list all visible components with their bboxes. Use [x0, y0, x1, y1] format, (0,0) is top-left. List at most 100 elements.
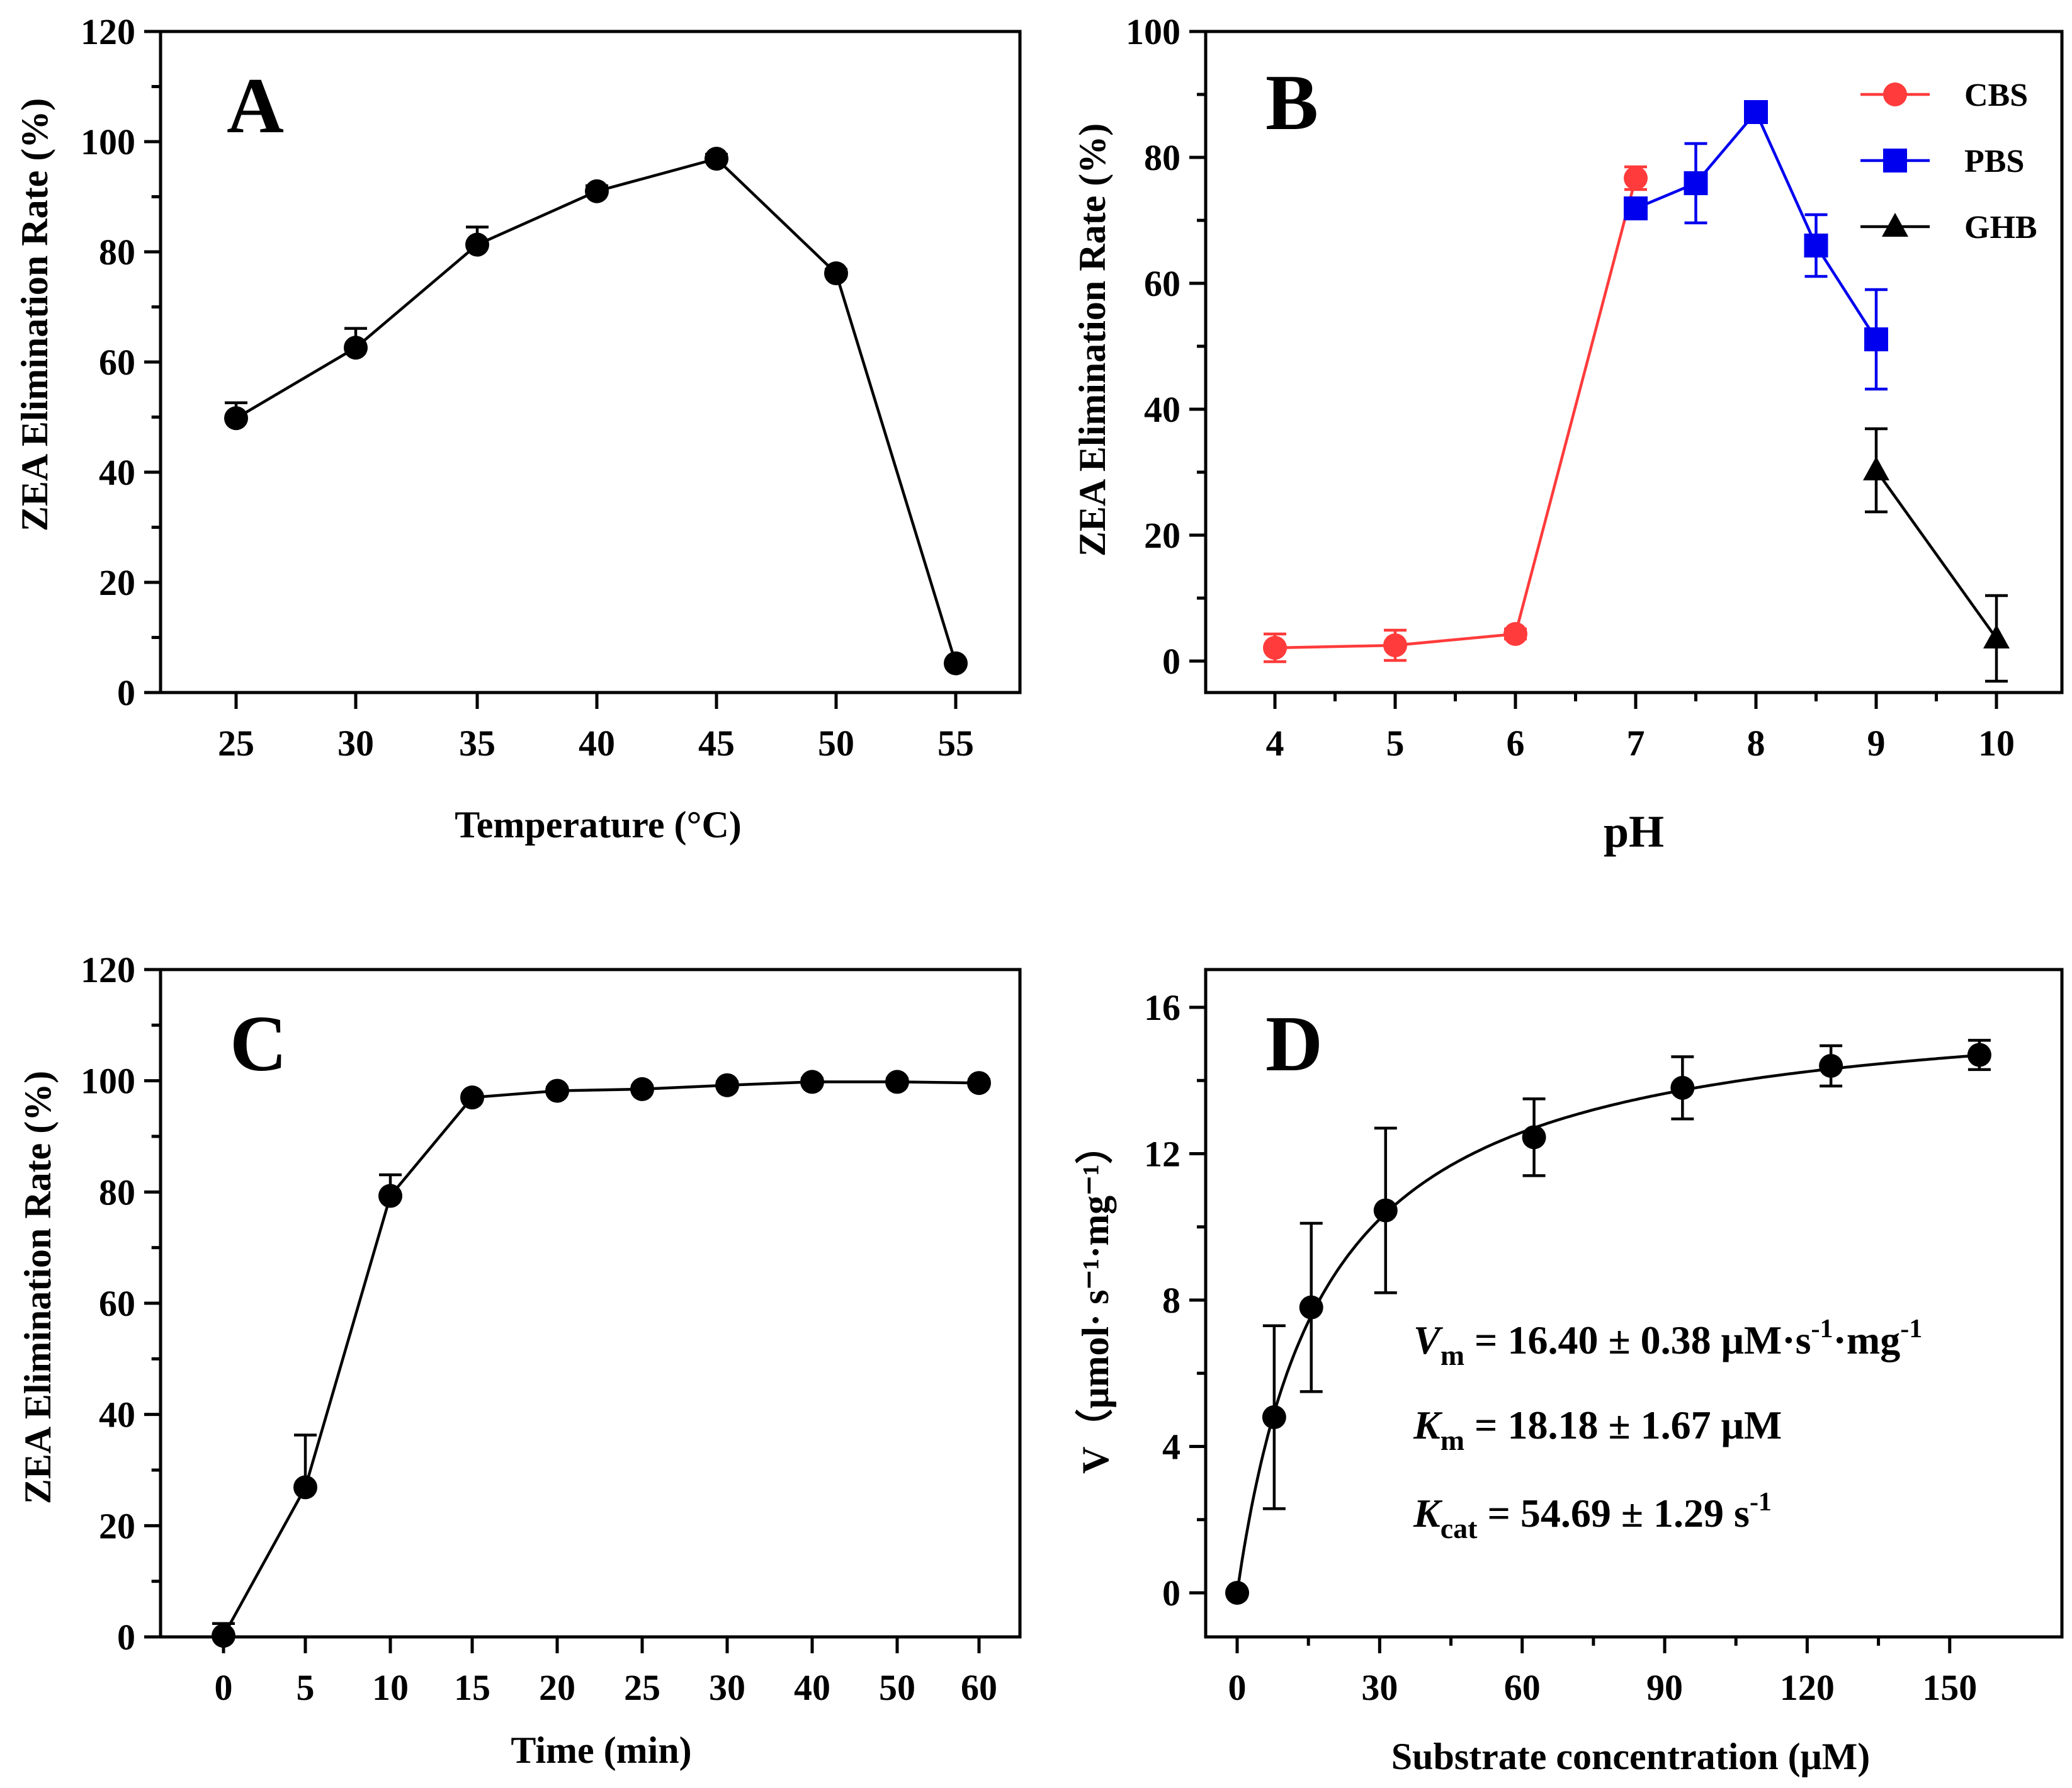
panel-c-data-point — [212, 1624, 235, 1648]
panel-a-xtick-label: 25 — [218, 723, 254, 764]
panel-b-series-line-cbs — [1274, 178, 1638, 650]
panel-d-data-point — [1670, 1075, 1695, 1100]
panel-c-xtick-label: 40 — [794, 1667, 830, 1708]
panel-a-ytick-label: 0 — [117, 672, 135, 713]
panel-b-ytick-label: 20 — [1144, 515, 1180, 556]
panel-c-xtick-label: 20 — [539, 1667, 575, 1708]
panel-c-xtick-label: 60 — [961, 1667, 997, 1708]
panel-c-plot-frame — [159, 968, 1022, 1639]
panel-a-data-point — [824, 261, 848, 286]
panel-a-ylabel: ZEA Elimination Rate (%) — [14, 98, 55, 531]
panel-d-ylabel: V（μmol· s⁻¹·mg⁻¹） — [1074, 1126, 1116, 1474]
panel-c-data-point — [967, 1071, 991, 1095]
panel-a-data-point — [944, 651, 968, 676]
panel-d-ytick-label: 8 — [1162, 1280, 1180, 1321]
panel-c-ytick-label: 80 — [99, 1172, 135, 1213]
panel-a-ytick-label: 80 — [99, 232, 135, 273]
panel-a-data-point — [344, 336, 368, 360]
panel-d-kinetics: D Substrate concentration (μM) V（μmol· s… — [1074, 968, 2064, 1777]
panel-b-data-point-pbs — [1804, 234, 1828, 257]
panel-b-xtick-label: 4 — [1266, 723, 1284, 764]
panel-b-xtick-label: 6 — [1507, 723, 1525, 764]
panel-b-data-point-pbs — [1684, 171, 1708, 195]
panel-a-ytick-label: 60 — [99, 342, 135, 383]
panel-a-data-point — [224, 406, 248, 431]
panel-a-xtick-label: 30 — [337, 723, 374, 764]
legend-marker-pbs — [1883, 149, 1907, 173]
panel-b-ytick-label: 80 — [1144, 137, 1180, 178]
panel-c-data-point — [460, 1085, 484, 1110]
panel-b-ylabel: ZEA Elimination Rate (%) — [1072, 123, 1113, 557]
panel-b-xtick-label: 10 — [1978, 723, 2015, 764]
panel-c-ylabel: ZEA Elimination Rate (%) — [17, 1071, 59, 1504]
panel-letter-c: C — [230, 1000, 287, 1088]
panel-b-ph: B pH ZEA Elimination Rate (%) 0 20 40 60 80 1… — [1072, 11, 2064, 857]
panel-d-ytick-label: 12 — [1144, 1134, 1180, 1175]
panel-letter-d: D — [1265, 1000, 1323, 1088]
panel-b-xtick-label: 7 — [1627, 723, 1645, 764]
panel-a-ytick-label: 100 — [81, 122, 135, 162]
panel-b-xtick-label: 9 — [1867, 723, 1886, 764]
panel-a-series-line — [235, 157, 958, 664]
panel-d-data-point — [1373, 1198, 1398, 1223]
panel-d-fit-curve — [1235, 1053, 1983, 1593]
panel-a-xlabel: Temperature (°C) — [455, 804, 742, 846]
panel-b-series-line-ghb — [1875, 469, 1998, 640]
panel-b-ytick-label: 60 — [1144, 263, 1180, 304]
panel-d-xtick-label: 60 — [1504, 1667, 1541, 1708]
panel-b-data-point-cbs — [1624, 166, 1648, 190]
panel-c-xlabel: Time (min) — [511, 1729, 691, 1771]
panel-d-ytick-label: 16 — [1144, 987, 1180, 1028]
panel-d-xtick-label: 0 — [1228, 1667, 1247, 1708]
panel-c-xtick-label: 10 — [372, 1667, 409, 1708]
panel-c-series-line — [222, 1080, 980, 1637]
panel-a-plot-frame — [159, 30, 1022, 694]
panel-d-data-point — [1819, 1054, 1843, 1078]
panel-c-ytick-label: 20 — [99, 1505, 135, 1546]
panel-a-ytick-label: 120 — [81, 11, 135, 52]
panel-d-data-point — [1262, 1405, 1286, 1429]
panel-a-xtick-label: 45 — [698, 723, 735, 764]
panel-c-xtick-label: 25 — [624, 1667, 660, 1708]
panel-a-data-point — [465, 232, 489, 257]
panel-b-data-point-pbs — [1624, 196, 1648, 220]
panel-a-xtick-label: 50 — [818, 723, 854, 764]
legend-label-ghb: GHB — [1964, 210, 2037, 246]
panel-b-data-point-ghb — [1983, 625, 2010, 648]
panel-b-xtick-label: 8 — [1747, 723, 1765, 764]
panel-a-data-point — [705, 147, 728, 171]
panel-b-data-point-cbs — [1503, 622, 1527, 646]
panel-d-plot-frame — [1204, 968, 2064, 1639]
panel-c-xtick-label: 30 — [709, 1667, 745, 1708]
panel-a-xtick-label: 40 — [579, 723, 615, 764]
panel-c-xtick-label: 15 — [454, 1667, 490, 1708]
panel-d-data-point — [1522, 1125, 1546, 1150]
legend-label-pbs: PBS — [1964, 144, 2024, 179]
panel-a-ytick-label: 20 — [99, 562, 135, 603]
panel-c-data-point — [545, 1078, 569, 1103]
panel-b-xlabel: pH — [1604, 806, 1664, 857]
panel-b-data-point-pbs — [1744, 100, 1768, 124]
panel-a-xtick-label: 35 — [459, 723, 495, 764]
panel-c-data-point — [715, 1073, 739, 1097]
panel-b-ytick-label: 0 — [1162, 641, 1180, 682]
panel-d-xtick-label: 90 — [1646, 1667, 1683, 1708]
panel-c-data-point — [293, 1475, 317, 1500]
panel-d-xtick-label: 30 — [1361, 1667, 1398, 1708]
panel-c-data-point — [378, 1184, 402, 1208]
panel-a-xtick-label: 55 — [937, 723, 974, 764]
panel-a-temperature: A Temperature (°C) ZEA Elimination Rate … — [14, 11, 1022, 846]
panel-d-annotation: Vm = 16.40 ± 0.38 μM·s-1·mg-1 — [1413, 1315, 1922, 1371]
panel-c-xtick-label: 50 — [879, 1667, 915, 1708]
panel-c-ytick-label: 0 — [117, 1617, 135, 1658]
panel-b-data-point-pbs — [1864, 327, 1888, 351]
panel-b-xtick-label: 5 — [1386, 723, 1405, 764]
panel-d-annotation: Km = 18.18 ± 1.67 μM — [1413, 1403, 1782, 1456]
panel-d-ytick-label: 0 — [1162, 1573, 1180, 1614]
panel-b-plot-frame — [1204, 30, 2064, 694]
panel-b-data-point-cbs — [1263, 636, 1287, 660]
panel-d-xtick-label: 120 — [1780, 1667, 1835, 1708]
panel-c-xtick-label: 5 — [297, 1667, 315, 1708]
legend-marker-cbs — [1883, 82, 1907, 106]
